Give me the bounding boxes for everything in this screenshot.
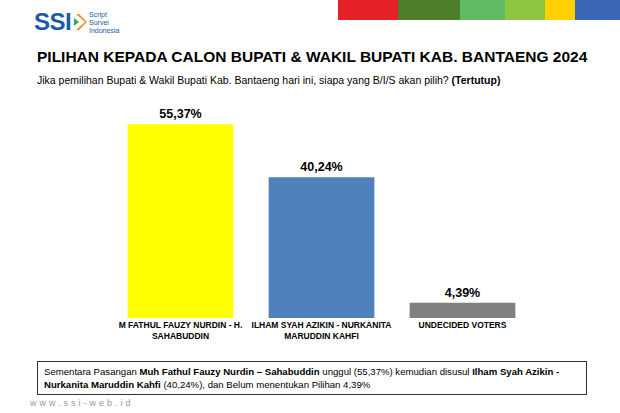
html-text:Jika pemilihan Bupati & Wakil: Jika pemilihan Bupati & Wakil Bupati Kab…	[37, 74, 501, 86]
svg-text:55,37%: 55,37%	[159, 107, 201, 121]
svg-text:ILHAM SYAH AZIKIN - NURKANITAM: ILHAM SYAH AZIKIN - NURKANITAMARUDDIN KA…	[252, 320, 392, 341]
html-text:SSI: SSI	[34, 8, 72, 35]
html-text:Indonesia: Indonesia	[89, 27, 120, 34]
svg-text:4,39%: 4,39%	[445, 286, 480, 300]
svg-text:M FATHUL FAUZY NURDIN - H.SAHA: M FATHUL FAUZY NURDIN - H.SAHABUDDIN	[119, 320, 243, 341]
html-text:Script: Script	[89, 11, 107, 18]
svg-text:40,24%: 40,24%	[300, 160, 342, 174]
html-text:www.ssi-web.id: www.ssi-web.id	[30, 398, 134, 408]
html-text:PILIHAN KEPADA CALON BUPATI &: PILIHAN KEPADA CALON BUPATI & WAKIL BUPA…	[37, 48, 588, 65]
html-text:Survei: Survei	[89, 19, 109, 26]
html-text:Sementara Pasangan Muh Fathul: Sementara Pasangan Muh Fathul Fauzy Nurd…	[44, 366, 560, 390]
svg-text:UNDECIDED VOTERS: UNDECIDED VOTERS	[419, 320, 507, 330]
